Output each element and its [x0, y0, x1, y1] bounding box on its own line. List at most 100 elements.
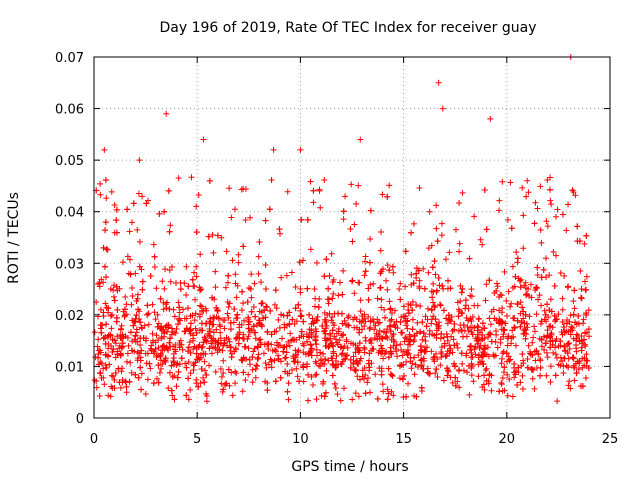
data-point: [245, 371, 252, 378]
data-point: [570, 188, 577, 195]
data-point: [97, 306, 104, 313]
data-point: [322, 389, 329, 396]
data-point: [197, 354, 204, 361]
data-point: [392, 324, 399, 331]
data-point: [279, 335, 286, 342]
data-point: [458, 350, 465, 357]
data-point: [111, 337, 118, 344]
data-point: [192, 296, 199, 303]
data-point: [348, 278, 355, 285]
data-point: [544, 332, 551, 339]
data-point: [185, 283, 192, 290]
plot-frame: [93, 56, 611, 419]
data-point: [468, 293, 475, 300]
data-point: [102, 340, 109, 347]
data-point: [347, 356, 354, 363]
data-point: [398, 314, 405, 321]
data-point: [573, 370, 580, 377]
data-point: [586, 333, 593, 340]
data-point: [583, 286, 590, 293]
data-point: [585, 325, 592, 332]
data-point: [417, 303, 424, 310]
data-point: [571, 377, 578, 384]
data-point: [302, 351, 309, 358]
data-point: [289, 316, 296, 323]
data-point: [94, 343, 101, 350]
data-point: [560, 324, 567, 331]
data-point: [464, 323, 471, 330]
data-point: [387, 328, 394, 335]
data-point: [264, 387, 271, 394]
data-point: [330, 343, 337, 350]
data-point: [263, 304, 270, 311]
data-point: [475, 324, 482, 331]
data-point: [566, 345, 573, 352]
data-point: [196, 313, 203, 320]
data-point: [134, 226, 141, 233]
data-point: [252, 329, 259, 336]
data-point: [110, 346, 117, 353]
y-tick-label: 0: [76, 412, 84, 427]
data-point: [109, 385, 116, 392]
data-point: [189, 276, 196, 283]
data-point: [158, 335, 165, 342]
data-point: [100, 244, 107, 251]
data-point: [462, 297, 469, 304]
data-point: [385, 354, 392, 361]
data-point: [522, 279, 529, 286]
data-point: [546, 272, 553, 279]
data-point: [96, 393, 103, 400]
data-point: [325, 357, 332, 364]
data-point: [548, 201, 555, 208]
data-point: [482, 367, 489, 374]
data-point: [343, 336, 350, 343]
data-point: [220, 316, 227, 323]
data-point: [543, 218, 550, 225]
data-point: [218, 373, 225, 380]
data-point: [273, 305, 280, 312]
data-point: [200, 350, 207, 357]
data-point: [518, 319, 525, 326]
data-point: [581, 362, 588, 369]
data-point: [528, 366, 535, 373]
data-point: [461, 327, 468, 334]
data-point: [552, 213, 559, 220]
data-point: [263, 303, 270, 310]
data-point: [271, 357, 278, 364]
data-point: [223, 248, 230, 255]
data-point: [121, 312, 128, 319]
data-point: [497, 339, 504, 346]
data-point: [538, 274, 545, 281]
data-point: [387, 371, 394, 378]
data-point: [452, 382, 459, 389]
data-point: [158, 323, 165, 330]
data-point: [493, 280, 500, 287]
data-point: [309, 381, 316, 388]
y-tick-label: 0.03: [55, 257, 84, 272]
data-point: [515, 275, 522, 282]
data-point: [288, 269, 295, 276]
data-point: [443, 315, 450, 322]
data-point: [547, 379, 554, 386]
data-point: [559, 295, 566, 302]
data-point: [565, 382, 572, 389]
data-point: [193, 229, 200, 236]
data-point: [561, 355, 568, 362]
data-point: [208, 340, 215, 347]
data-point: [384, 396, 391, 403]
data-point: [426, 208, 433, 215]
data-point: [157, 365, 164, 372]
data-point: [250, 303, 257, 310]
data-point: [468, 349, 475, 356]
data-point: [249, 354, 256, 361]
data-point: [321, 309, 328, 316]
data-point: [185, 375, 192, 382]
data-point: [166, 369, 173, 376]
data-point: [444, 320, 451, 327]
data-point: [469, 331, 476, 338]
data-point: [561, 343, 568, 350]
data-point: [240, 331, 247, 338]
data-point: [330, 348, 337, 355]
data-point: [101, 263, 108, 270]
data-point: [416, 285, 423, 292]
